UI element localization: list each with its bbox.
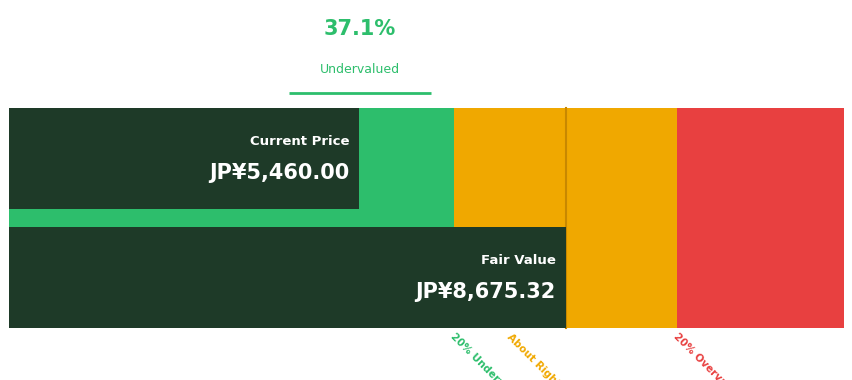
Text: Undervalued: Undervalued	[320, 63, 400, 76]
Bar	[9, 108, 359, 209]
Bar	[454, 108, 676, 328]
Text: JP¥5,460.00: JP¥5,460.00	[209, 163, 348, 183]
Bar	[9, 108, 454, 328]
Text: 20% Undervalued: 20% Undervalued	[448, 331, 529, 380]
Text: About Right: About Right	[504, 331, 561, 380]
Bar	[9, 227, 565, 328]
Text: Fair Value: Fair Value	[481, 254, 556, 267]
Text: 20% Overvalued: 20% Overvalued	[671, 331, 746, 380]
Text: Current Price: Current Price	[250, 135, 348, 148]
Text: 37.1%: 37.1%	[323, 19, 395, 39]
Text: JP¥8,675.32: JP¥8,675.32	[415, 282, 556, 302]
Bar	[676, 108, 843, 328]
